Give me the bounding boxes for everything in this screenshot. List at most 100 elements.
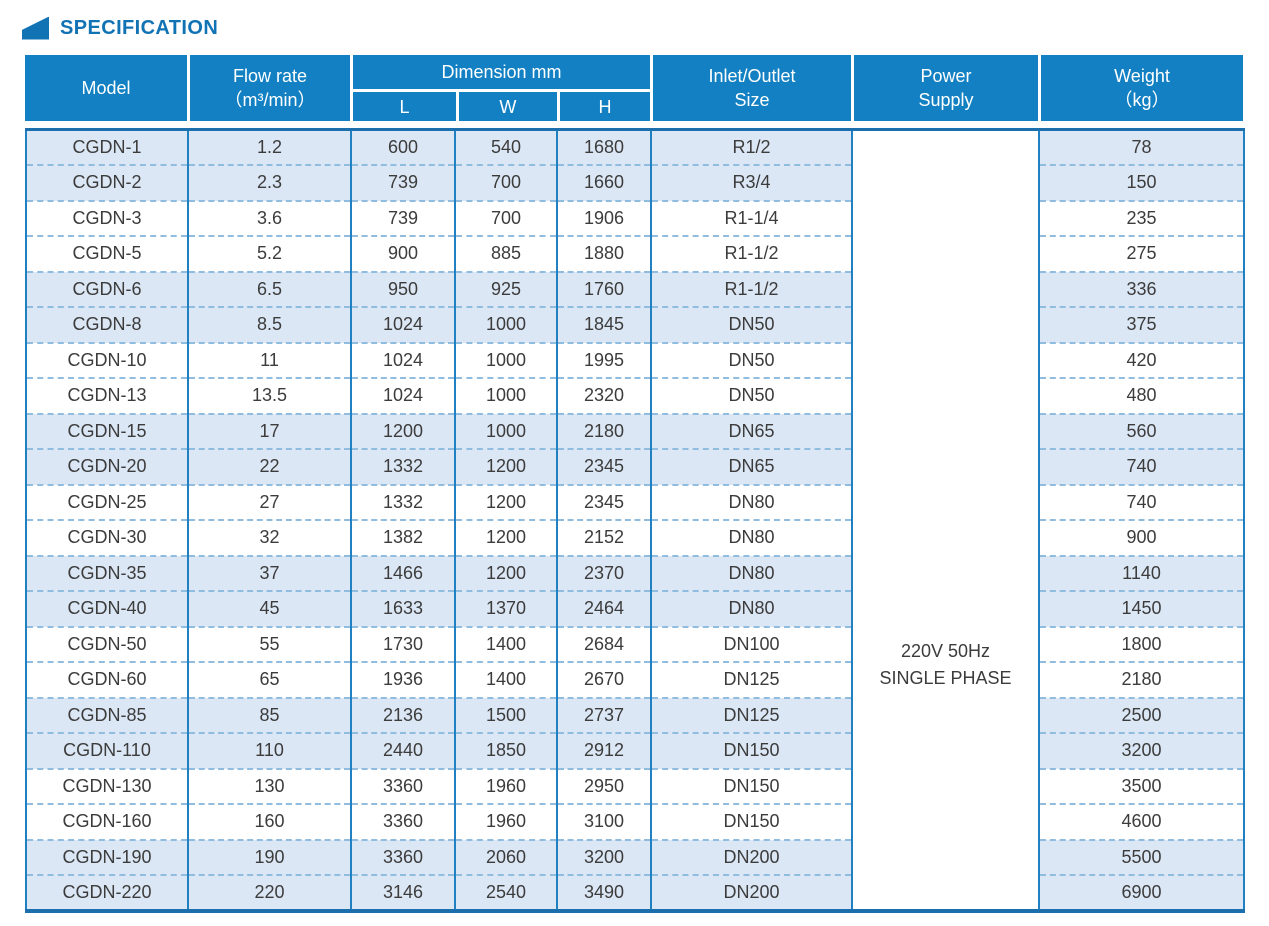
cell-l: 900: [350, 235, 456, 272]
cell-flow: 5.2: [187, 235, 352, 272]
table-row: CGDN-35 37 1466 1200 2370 DN80 1140: [25, 554, 1245, 591]
cell-inlet: DN80: [650, 519, 853, 556]
cell-inlet: R1-1/4: [650, 199, 853, 236]
cell-model: CGDN-40: [25, 590, 189, 627]
spec-table-body: CGDN-1 1.2 600 540 1680 R1/2 220V 50Hz SINGLE P…: [25, 129, 1245, 911]
cell-inlet: DN100: [650, 625, 853, 662]
cell-model: CGDN-15: [25, 412, 189, 449]
cell-model: CGDN-130: [25, 767, 189, 804]
table-row: CGDN-8 8.5 1024 1000 1845 DN50 375: [25, 306, 1245, 343]
cell-inlet: DN80: [650, 590, 853, 627]
cell-flow: 130: [187, 767, 352, 804]
cell-l: 1332: [350, 483, 456, 520]
cell-model: CGDN-13: [25, 377, 189, 414]
header-weight: Weight （kg）: [1038, 55, 1243, 121]
table-header-row: Model Flow rate （m³/min） Dimension mm L …: [25, 55, 1243, 121]
cell-flow: 3.6: [187, 199, 352, 236]
power-supply-value: 220V 50Hz SINGLE PHASE: [879, 640, 1012, 688]
cell-weight: 900: [1038, 519, 1245, 556]
cell-flow: 13.5: [187, 377, 352, 414]
cell-weight: 740: [1038, 448, 1245, 485]
cell-h: 2737: [556, 696, 652, 733]
cell-w: 1960: [454, 803, 558, 840]
header-power-supply: Power Supply: [851, 55, 1038, 121]
cell-flow: 1.2: [187, 129, 352, 165]
cell-model: CGDN-110: [25, 732, 189, 769]
cell-l: 1200: [350, 412, 456, 449]
cell-w: 700: [454, 164, 558, 201]
cell-model: CGDN-20: [25, 448, 189, 485]
specification-table: Model Flow rate （m³/min） Dimension mm L …: [25, 55, 1245, 913]
cell-model: CGDN-220: [25, 874, 189, 911]
cell-h: 1880: [556, 235, 652, 272]
cell-weight: 560: [1038, 412, 1245, 449]
cell-l: 1024: [350, 306, 456, 343]
cell-w: 1850: [454, 732, 558, 769]
cell-flow: 85: [187, 696, 352, 733]
table-row: CGDN-190 190 3360 2060 3200 DN200 5500: [25, 838, 1245, 875]
table-row: CGDN-3 3.6 739 700 1906 R1-1/4 235: [25, 199, 1245, 236]
table-row: CGDN-30 32 1382 1200 2152 DN80 900: [25, 519, 1245, 556]
cell-h: 2152: [556, 519, 652, 556]
cell-flow: 22: [187, 448, 352, 485]
cell-h: 2950: [556, 767, 652, 804]
cell-flow: 65: [187, 661, 352, 698]
cell-inlet: DN150: [650, 803, 853, 840]
cell-l: 1382: [350, 519, 456, 556]
cell-weight: 1450: [1038, 590, 1245, 627]
cell-model: CGDN-3: [25, 199, 189, 236]
cell-h: 3100: [556, 803, 652, 840]
cell-model: CGDN-10: [25, 341, 189, 378]
cell-l: 1024: [350, 377, 456, 414]
cell-w: 1200: [454, 448, 558, 485]
cell-l: 600: [350, 129, 456, 165]
cell-model: CGDN-1: [25, 129, 189, 165]
cell-w: 1000: [454, 341, 558, 378]
cell-model: CGDN-8: [25, 306, 189, 343]
cell-inlet: DN150: [650, 732, 853, 769]
cell-w: 925: [454, 270, 558, 307]
section-flag-icon: [22, 16, 49, 40]
cell-flow: 220: [187, 874, 352, 911]
cell-l: 2136: [350, 696, 456, 733]
header-dim-w: W: [455, 92, 557, 121]
header-flow-rate: Flow rate （m³/min）: [187, 55, 350, 121]
header-dim-h: H: [556, 92, 650, 121]
cell-power-supply: 220V 50Hz SINGLE PHASE: [851, 129, 1040, 911]
cell-flow: 11: [187, 341, 352, 378]
cell-inlet: R1-1/2: [650, 235, 853, 272]
cell-flow: 17: [187, 412, 352, 449]
cell-flow: 37: [187, 554, 352, 591]
table-row: CGDN-1 1.2 600 540 1680 R1/2 220V 50Hz SINGLE P…: [25, 129, 1245, 911]
cell-model: CGDN-35: [25, 554, 189, 591]
cell-w: 1500: [454, 696, 558, 733]
cell-flow: 32: [187, 519, 352, 556]
cell-inlet: DN50: [650, 306, 853, 343]
cell-inlet: R3/4: [650, 164, 853, 201]
cell-w: 1000: [454, 377, 558, 414]
cell-weight: 420: [1038, 341, 1245, 378]
table-row: CGDN-10 11 1024 1000 1995 DN50 420: [25, 341, 1245, 378]
cell-h: 3490: [556, 874, 652, 911]
cell-flow: 8.5: [187, 306, 352, 343]
cell-flow: 190: [187, 838, 352, 875]
cell-h: 2320: [556, 377, 652, 414]
table-row: CGDN-6 6.5 950 925 1760 R1-1/2 336: [25, 270, 1245, 307]
cell-inlet: DN125: [650, 696, 853, 733]
cell-weight: 740: [1038, 483, 1245, 520]
cell-model: CGDN-85: [25, 696, 189, 733]
cell-h: 1845: [556, 306, 652, 343]
cell-w: 1400: [454, 625, 558, 662]
table-row: CGDN-20 22 1332 1200 2345 DN65 740: [25, 448, 1245, 485]
table-row: CGDN-40 45 1633 1370 2464 DN80 1450: [25, 590, 1245, 627]
cell-weight: 6900: [1038, 874, 1245, 911]
table-row: CGDN-15 17 1200 1000 2180 DN65 560: [25, 412, 1245, 449]
cell-inlet: R1/2: [650, 129, 853, 165]
cell-inlet: R1-1/2: [650, 270, 853, 307]
cell-l: 3360: [350, 838, 456, 875]
cell-h: 1660: [556, 164, 652, 201]
cell-inlet: DN50: [650, 341, 853, 378]
cell-h: 2370: [556, 554, 652, 591]
cell-h: 1906: [556, 199, 652, 236]
